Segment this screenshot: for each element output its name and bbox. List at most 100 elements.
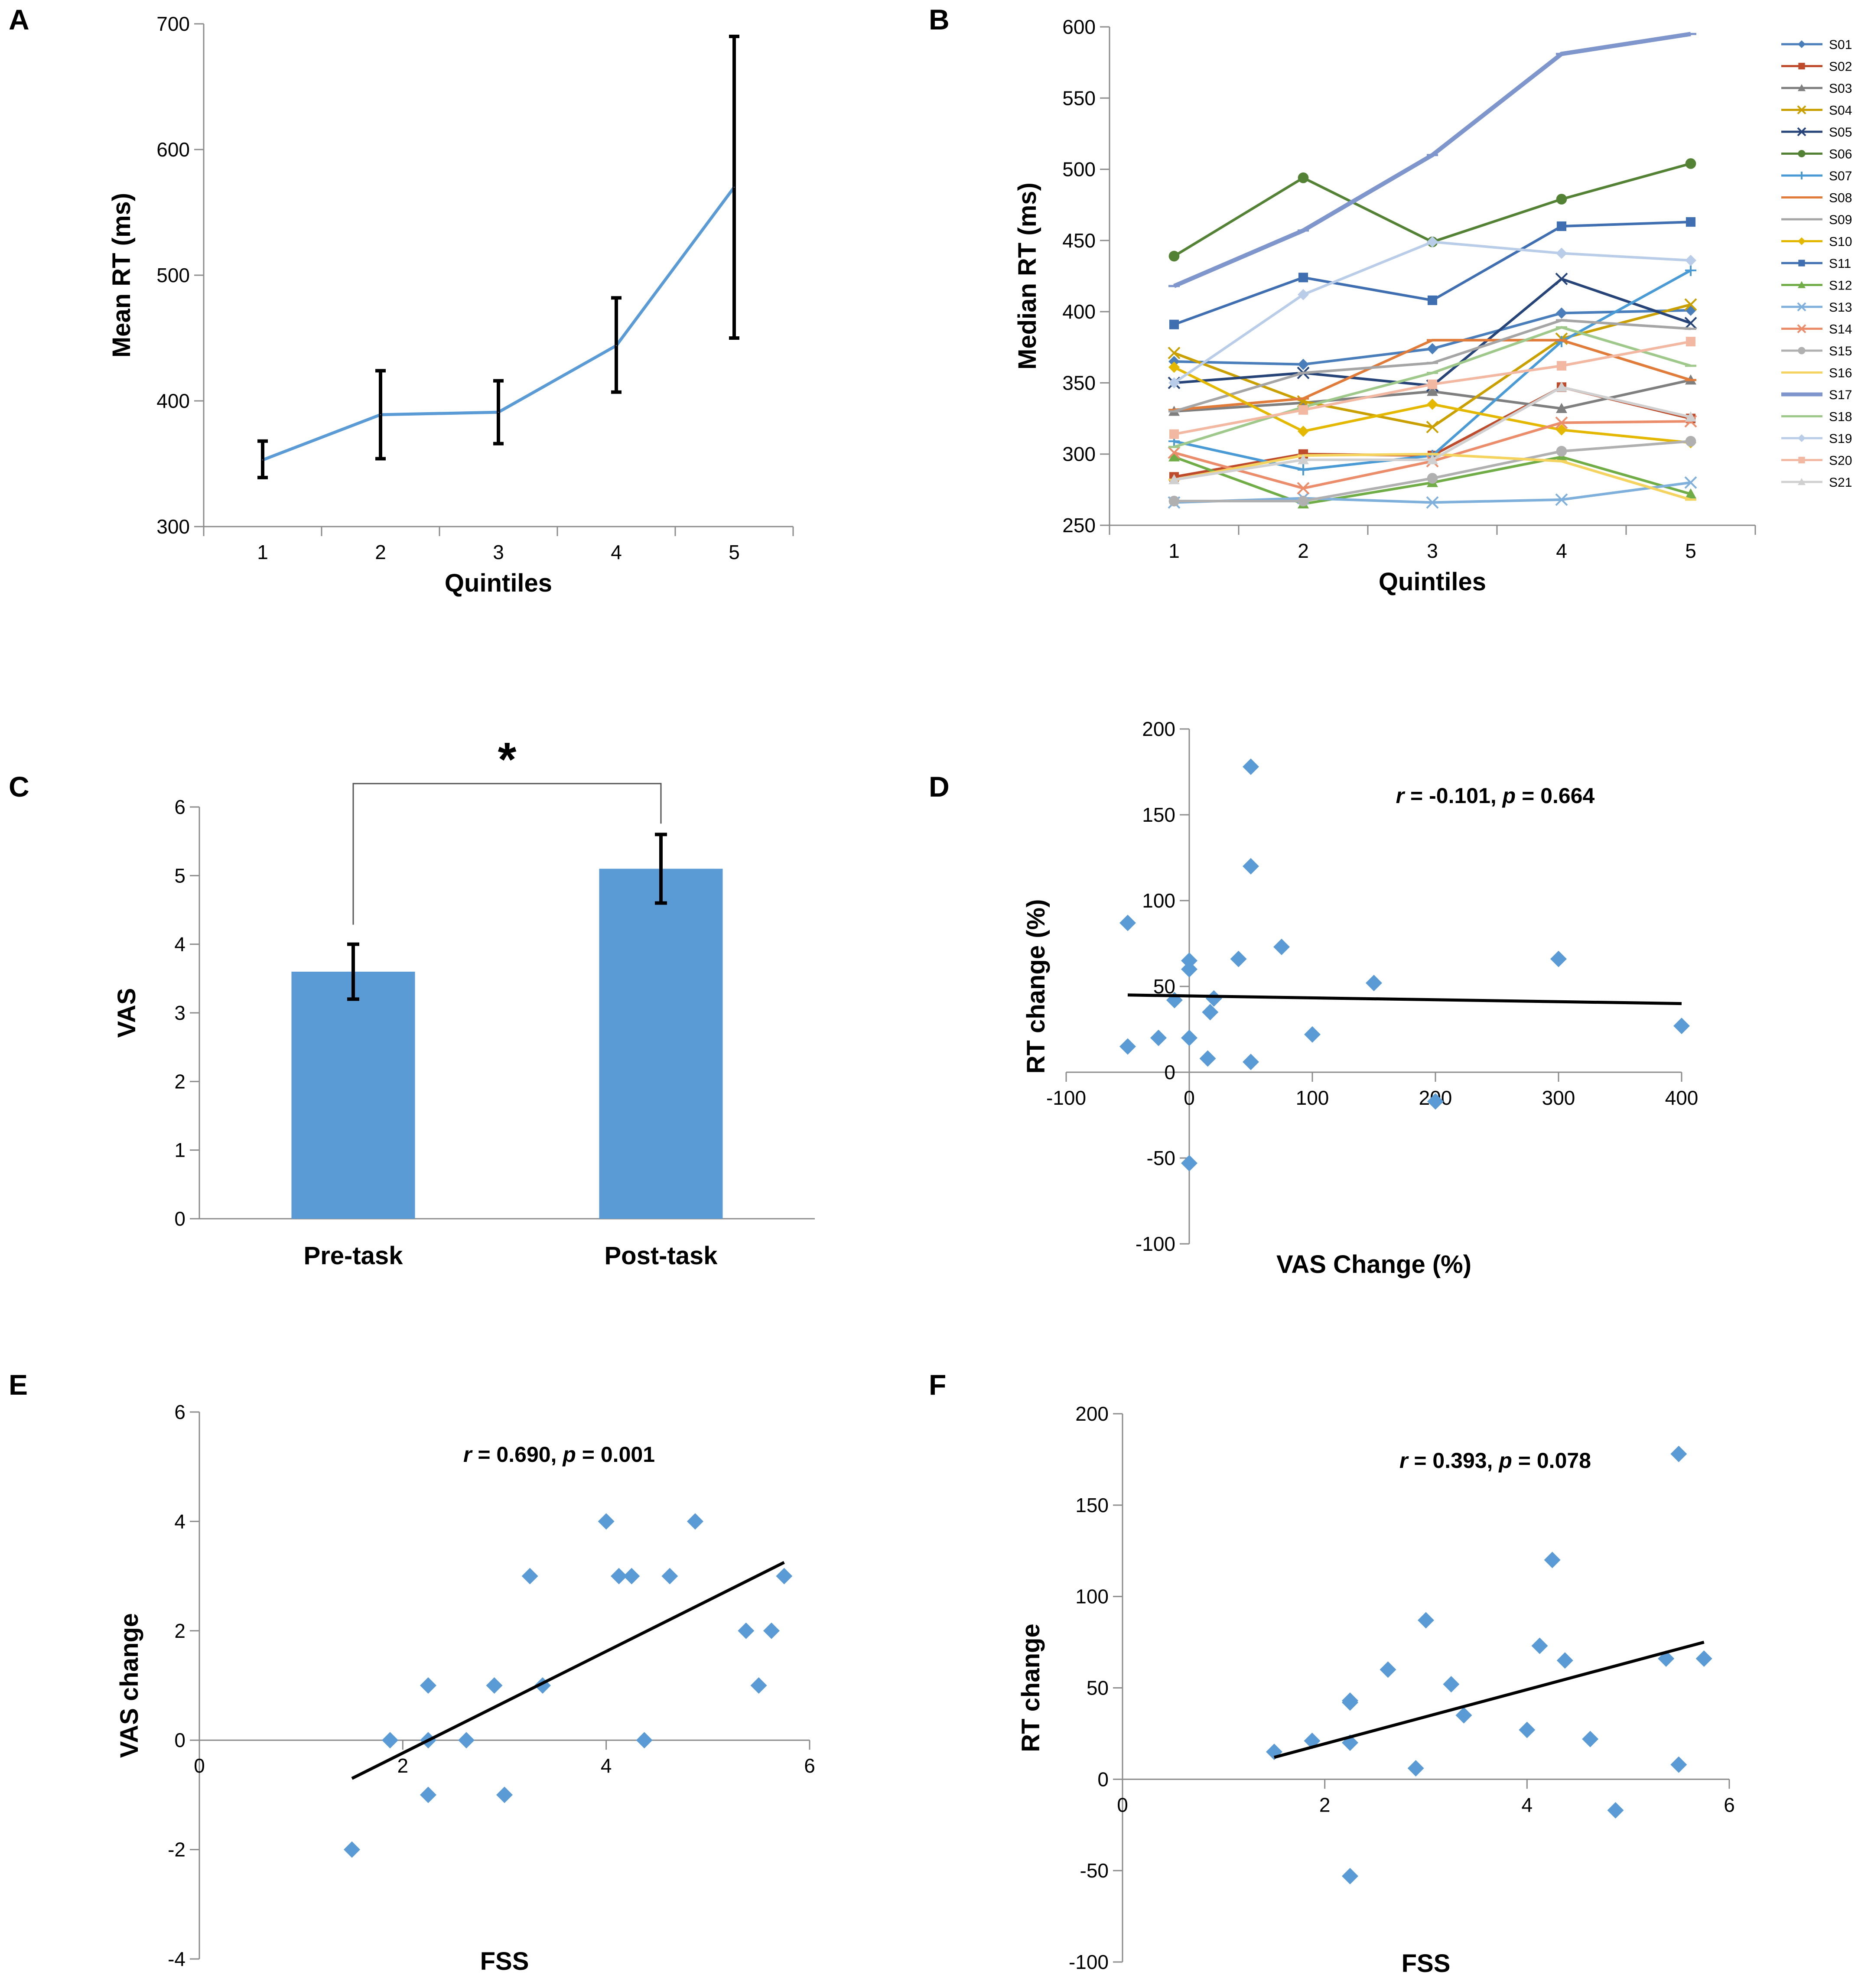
legend-label: S07	[1829, 169, 1852, 183]
scatter-point	[1304, 1026, 1321, 1043]
legend-label: S13	[1829, 300, 1852, 315]
legend-label: S01	[1829, 38, 1852, 52]
legend-swatch-marker	[1798, 456, 1805, 464]
x-tick-label: -100	[1046, 1087, 1086, 1109]
legend-label: S19	[1829, 432, 1852, 446]
y-tick-label: 0	[174, 1207, 185, 1230]
x-tick-label: 0	[1117, 1793, 1128, 1816]
scatter-point	[458, 1732, 475, 1749]
trend-line	[1274, 1640, 1705, 1759]
data-point-s21	[1556, 381, 1567, 392]
legend-swatch-marker	[1798, 260, 1805, 267]
data-point-s19	[1168, 377, 1180, 389]
scatter-point	[382, 1732, 398, 1749]
y-tick-label: 700	[156, 13, 190, 35]
legend-label: S05	[1829, 125, 1852, 140]
legend-label: S18	[1829, 410, 1852, 424]
significance-bracket	[352, 783, 662, 925]
x-axis-title: Quintiles	[1379, 568, 1486, 596]
data-point-s05	[1555, 273, 1568, 285]
scatter-point	[1243, 758, 1259, 775]
data-point-s14	[1297, 482, 1310, 495]
data-point-s20	[1556, 361, 1567, 371]
x-tick-label: 4	[1556, 540, 1567, 562]
y-tick-label: -2	[168, 1838, 185, 1861]
scatter-point	[763, 1622, 780, 1639]
data-point-s15	[1168, 495, 1180, 507]
y-axis-title: VAS change	[115, 1613, 143, 1758]
y-tick-label: 50	[1087, 1677, 1109, 1699]
panel-f-scatter-chart: -100 -50 0 50 100 150 200 0 2 4 6 r = 0.393, p = 0.…	[1017, 1402, 1735, 1978]
data-point-s19	[1427, 236, 1438, 248]
y-tick-label: 4	[174, 933, 185, 956]
y-tick-label: 0	[1097, 1768, 1109, 1790]
legend-label: S17	[1829, 388, 1852, 402]
scatter-point	[1366, 975, 1382, 992]
data-point-s15	[1298, 495, 1309, 507]
data-point-s20	[1427, 379, 1438, 389]
scatter-point	[776, 1568, 793, 1585]
y-tick-label: 250	[1062, 514, 1096, 537]
x-tick-label: 0	[1184, 1087, 1195, 1109]
scatter-point	[521, 1568, 538, 1585]
x-axis-title: FSS	[1402, 1949, 1451, 1978]
scatter-point	[1550, 950, 1567, 967]
data-point-s01	[1427, 343, 1438, 355]
legend-swatch-marker	[1798, 84, 1806, 91]
x-axis-title: FSS	[480, 1947, 529, 1975]
scatter-point	[1181, 1155, 1197, 1171]
y-tick-label: 1	[174, 1139, 185, 1162]
scatter-point	[1181, 961, 1197, 978]
y-tick-label: 350	[1062, 371, 1096, 394]
legend-label: S06	[1829, 147, 1852, 162]
scatter-point	[1380, 1661, 1396, 1678]
y-tick-label: 0	[174, 1729, 185, 1751]
panel-a-line-chart: 300 400 500 600 700 1 2 3 4 5 Quintiles Mean RT (ms…	[107, 13, 794, 597]
scatter-point	[750, 1677, 767, 1694]
data-point-s10	[1168, 361, 1180, 373]
y-tick-label: 300	[156, 515, 190, 538]
scatter-point	[1243, 858, 1259, 875]
scatter-point	[344, 1841, 360, 1858]
y-tick-label: 300	[1062, 443, 1096, 465]
scatter-point	[1582, 1731, 1599, 1747]
y-tick-label: -4	[168, 1948, 185, 1970]
stat-value: = 0.690,	[472, 1442, 563, 1467]
data-point-s07	[1298, 464, 1309, 475]
stat-value: = 0.078	[1512, 1448, 1591, 1473]
stat-value: = 0.664	[1516, 784, 1594, 808]
legend-label: S16	[1829, 366, 1852, 381]
data-point-s05	[1684, 317, 1697, 329]
y-tick-label: 5	[174, 864, 185, 887]
y-tick-label: 100	[1142, 889, 1175, 912]
legend-swatch-marker	[1798, 434, 1806, 442]
scatter-point	[1519, 1721, 1536, 1738]
data-point-s14	[1555, 416, 1568, 429]
data-point-s01	[1298, 358, 1309, 370]
scatter-point	[1670, 1756, 1687, 1773]
scatter-point	[420, 1786, 436, 1803]
data-point-s21	[1168, 474, 1180, 485]
data-point-s10	[1556, 424, 1567, 436]
data-point	[616, 345, 617, 346]
legend-label: S20	[1829, 454, 1852, 468]
legend-label: S04	[1829, 104, 1852, 118]
x-tick-label: 4	[611, 541, 622, 563]
scatter-point	[486, 1677, 503, 1694]
legend-swatch-marker	[1798, 237, 1806, 245]
scatter-point	[1407, 1760, 1424, 1777]
legend-swatch-marker	[1798, 281, 1806, 288]
scatter-point	[1556, 1652, 1573, 1669]
data-point-s21	[1298, 454, 1309, 465]
legend-label: S14	[1829, 322, 1852, 337]
y-tick-label: 100	[1075, 1585, 1109, 1608]
y-tick-label: -50	[1147, 1147, 1175, 1169]
data-point-s19	[1298, 289, 1309, 300]
panel-e-scatter-chart: -4 -2 0 2 4 6 0 2 4 6 r = 0.690, p = 0.001 FSS VAS c…	[115, 1401, 815, 1975]
x-tick-label: 5	[729, 541, 740, 563]
y-tick-label: -100	[1069, 1951, 1109, 1973]
category-label: Post-task	[604, 1242, 718, 1270]
scatter-point	[611, 1568, 627, 1585]
data-point-s03	[1556, 403, 1567, 413]
